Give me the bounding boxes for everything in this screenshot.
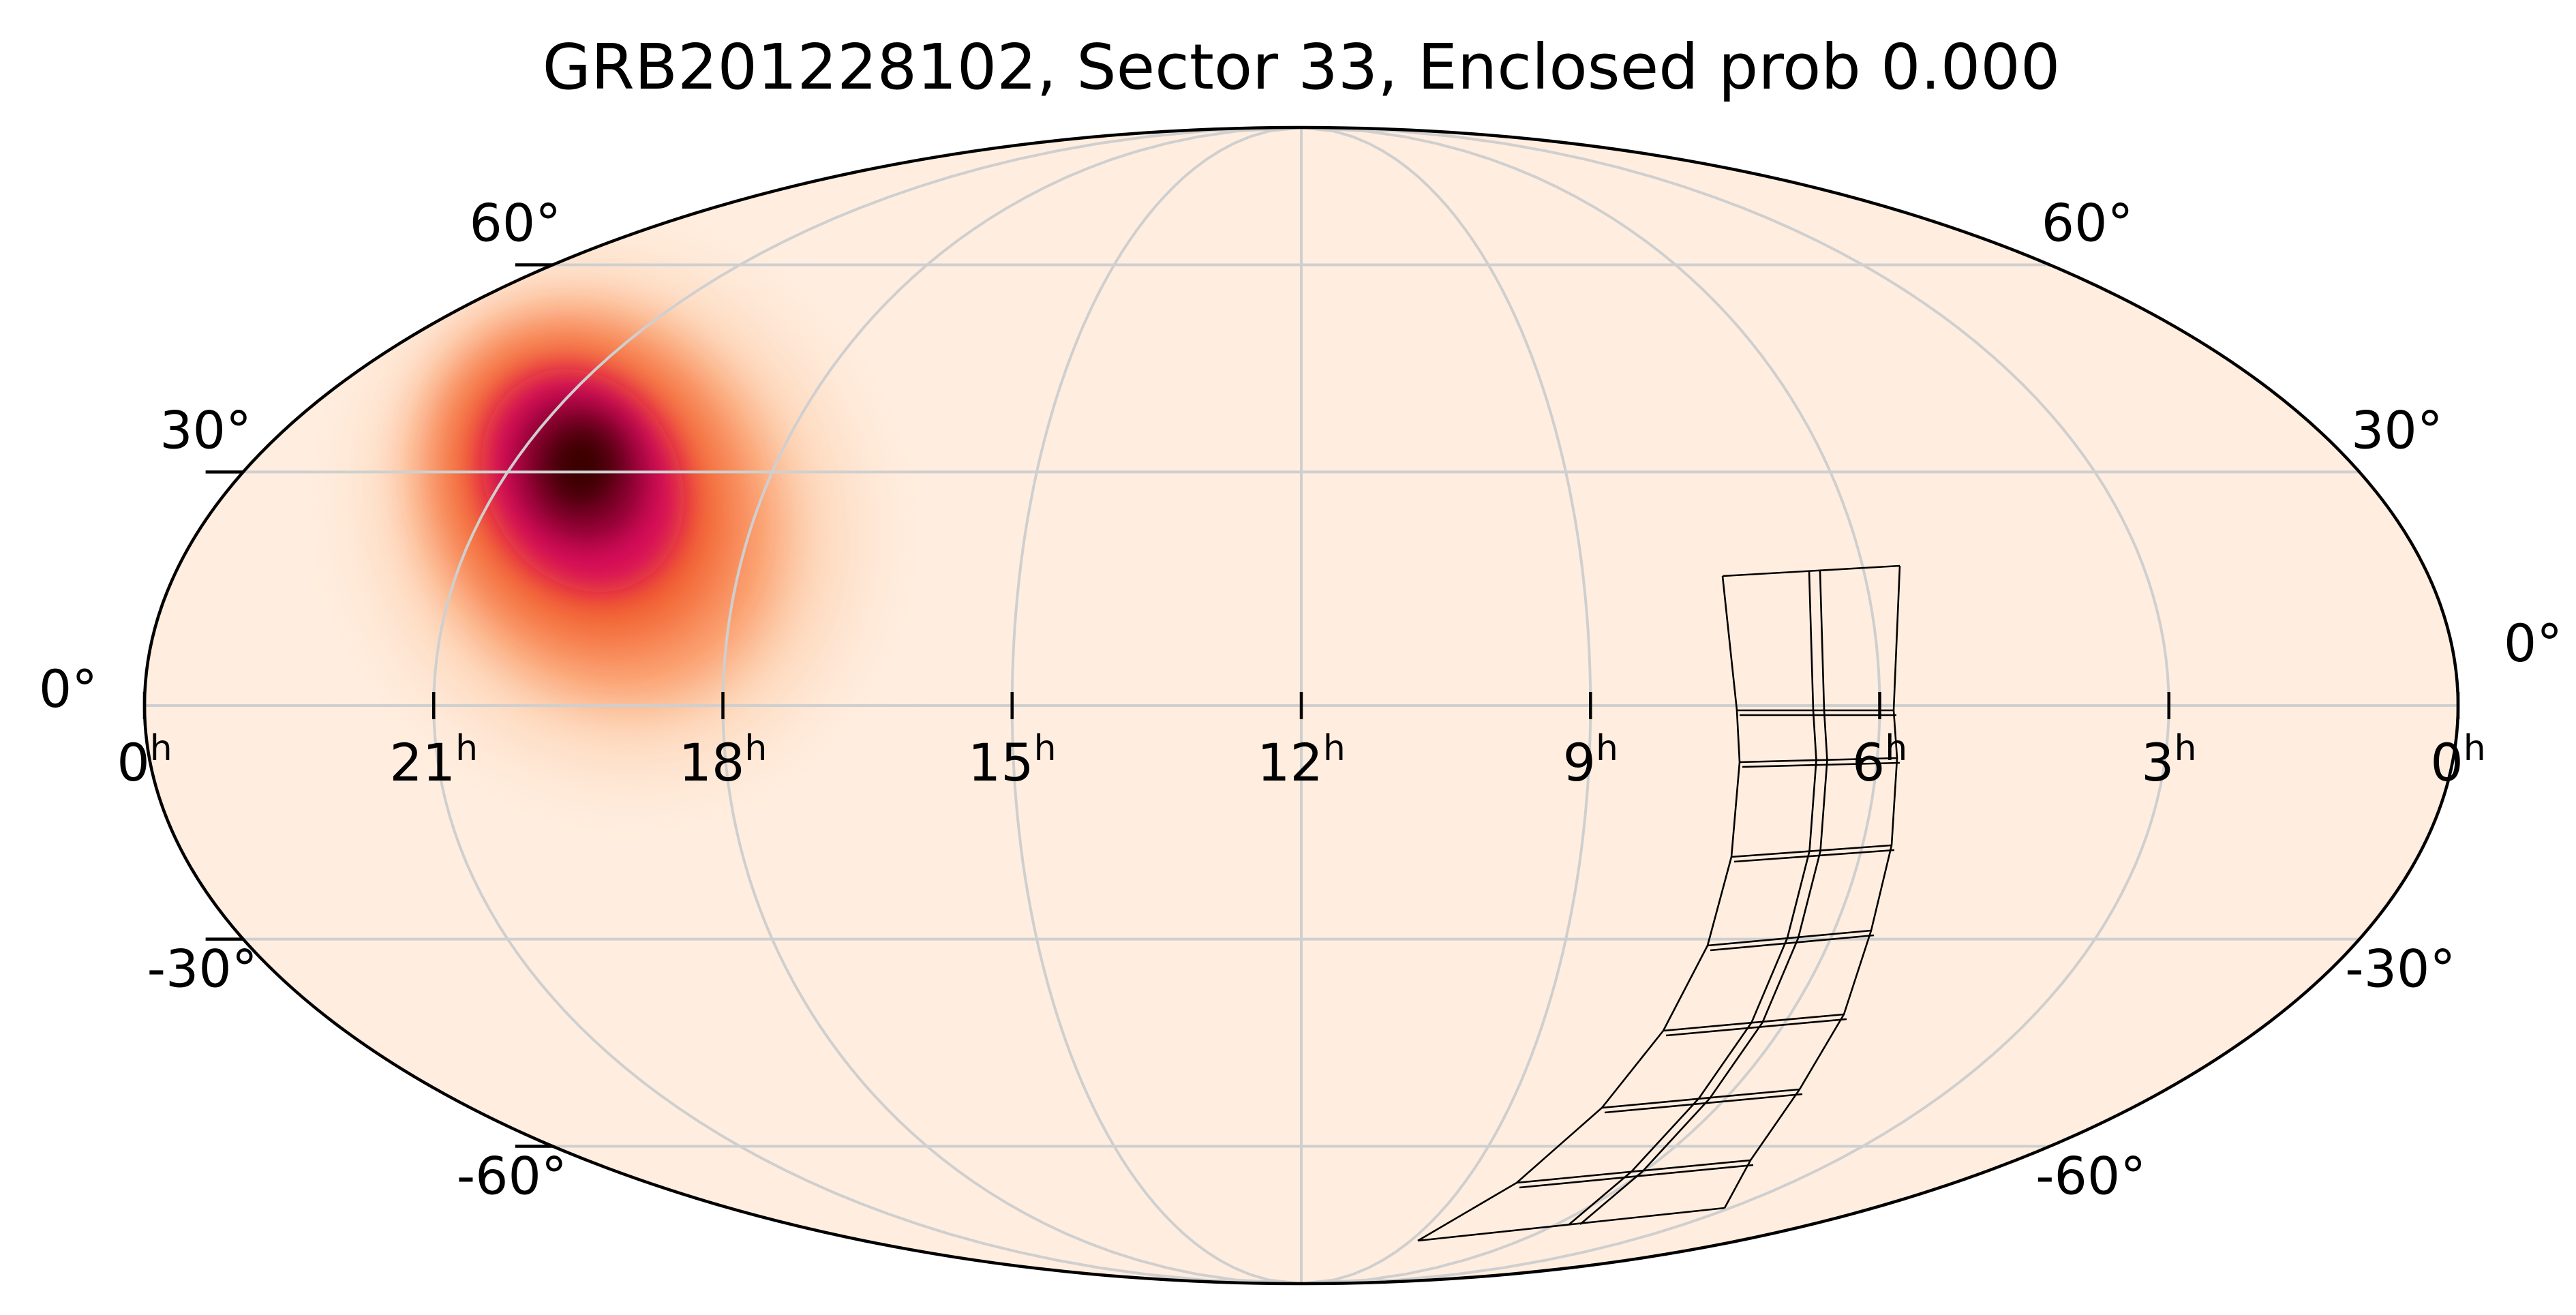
dec-tick-label-right: 60° [2042, 192, 2134, 253]
ra-tick-unit: h [2174, 728, 2196, 769]
ccd-row-line [1601, 1088, 1800, 1109]
ra-tick-value: 15 [968, 732, 1034, 793]
ra-tick-value: 21 [389, 732, 455, 793]
ra-tick-unit: h [150, 728, 172, 769]
ra-tick-value: 3 [2141, 732, 2174, 793]
ra-tick-label: 0h [117, 728, 172, 793]
dec-tick-label-left: -60° [457, 1146, 567, 1207]
ccd-row-line [1742, 761, 1900, 768]
ccd-row-line [1722, 564, 1900, 577]
ra-tick-label: 3h [2141, 728, 2196, 793]
tess-ccd-footprint [1417, 564, 1901, 1242]
ra-tick-value: 0 [2430, 732, 2463, 793]
ccd-row-line [1731, 844, 1892, 858]
ra-tick-label: 9h [1563, 728, 1618, 793]
ra-tick-value: 0 [117, 732, 149, 793]
ra-tick-label: 15h [968, 728, 1057, 793]
ra-tick-unit: h [1596, 728, 1618, 769]
ra-tick-unit: h [1323, 728, 1346, 769]
dec-tick-label-left: 0° [39, 659, 97, 719]
ccd-row-line [1604, 1093, 1803, 1114]
ccd-row-line [1519, 1164, 1754, 1189]
dec-tick-label-right: -30° [2345, 939, 2455, 999]
ra-tick-label: 21h [389, 728, 478, 793]
ra-tick-label: 0h [2430, 728, 2485, 793]
ccd-row-line [1663, 1013, 1845, 1032]
ra-tick-label: 18h [679, 728, 768, 793]
ccd-row-line [1516, 1159, 1751, 1184]
ra-tick-value: 12 [1257, 732, 1323, 793]
ra-tick-value: 18 [679, 732, 745, 793]
dec-ticks: 60° 60° 30° 30° 0° 0° -30° -30° -60° -60° [39, 192, 2562, 1206]
ccd-row-line [1733, 849, 1895, 863]
dec-tick-label-left: 60° [469, 192, 561, 253]
ccd-row-line [1417, 1207, 1725, 1242]
ra-tick-unit: h [1885, 728, 1907, 769]
ra-tick-label: 6h [1852, 728, 1907, 793]
ra-tick-label: 12h [1257, 728, 1346, 793]
probability-blob [383, 277, 844, 759]
ccd-row-line [1665, 1018, 1847, 1037]
ccd-row-line [1710, 934, 1875, 952]
ra-tick-unit: h [455, 728, 478, 769]
dec-tick-label-right: 0° [2504, 613, 2562, 674]
ccd-row-line [1707, 929, 1872, 947]
plot-title: GRB201228102, Sector 33, Enclosed prob 0… [543, 31, 2061, 104]
dec-tick-label-right: 30° [2351, 399, 2443, 460]
ra-tick-unit: h [2464, 728, 2486, 769]
ccd-row-line [1739, 757, 1898, 764]
dec-tick-label-right: -60° [2035, 1146, 2146, 1207]
ra-tick-value: 9 [1563, 732, 1596, 793]
ra-tick-unit: h [744, 728, 767, 769]
dec-tick-label-left: 30° [160, 399, 252, 460]
ra-tick-value: 6 [1852, 732, 1885, 793]
ra-tick-unit: h [1034, 728, 1057, 769]
dec-tick-label-left: -30° [147, 939, 258, 999]
